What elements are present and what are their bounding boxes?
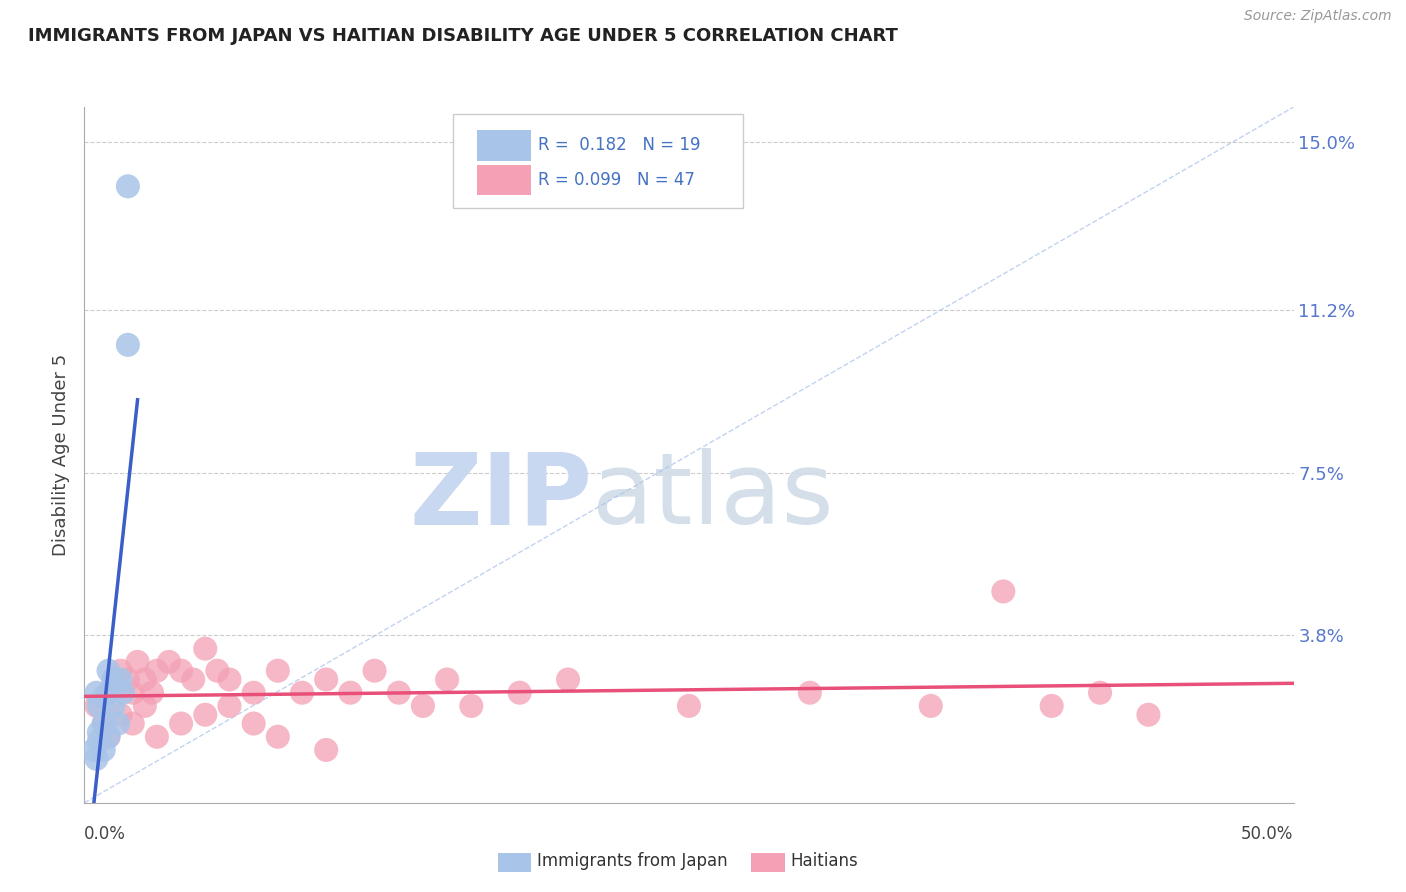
Point [86,752,108,766]
Point [103,698,125,713]
Text: atlas: atlas [592,448,834,545]
Point [117,338,139,352]
Point [93,716,115,731]
Point [107,716,129,731]
Point [86,698,108,713]
Text: Haitians: Haitians [790,852,858,870]
Point [134,698,156,713]
FancyBboxPatch shape [478,130,530,161]
Text: Source: ZipAtlas.com: Source: ZipAtlas.com [1244,9,1392,23]
Point [242,716,264,731]
Point [93,690,115,705]
Point [117,179,139,194]
Point [117,673,139,687]
Point [146,730,169,744]
Point [207,664,229,678]
FancyBboxPatch shape [478,165,530,195]
Point [291,686,314,700]
Point [97,686,120,700]
Point [388,686,411,700]
Point [436,673,458,687]
Point [141,686,163,700]
Point [339,686,361,700]
Point [103,673,125,687]
Point [93,743,115,757]
Point [112,686,135,700]
Text: IMMIGRANTS FROM JAPAN VS HAITIAN DISABILITY AGE UNDER 5 CORRELATION CHART: IMMIGRANTS FROM JAPAN VS HAITIAN DISABIL… [28,27,898,45]
Point [267,664,290,678]
Point [127,655,149,669]
Point [509,686,531,700]
Point [218,673,240,687]
Point [110,664,132,678]
Point [97,730,120,744]
Point [799,686,821,700]
Point [460,698,482,713]
Point [557,673,579,687]
Point [121,716,143,731]
Point [993,584,1015,599]
Y-axis label: Disability Age Under 5: Disability Age Under 5 [52,354,70,556]
Point [170,664,193,678]
Point [170,716,193,731]
Point [412,698,434,713]
Point [242,686,264,700]
Text: 50.0%: 50.0% [1241,825,1294,843]
Point [315,673,337,687]
Point [83,743,105,757]
Point [86,686,108,700]
Text: ZIP: ZIP [409,448,592,545]
Point [678,698,700,713]
Point [97,686,120,700]
Point [87,734,110,748]
FancyBboxPatch shape [453,114,744,208]
Text: 0.0%: 0.0% [84,825,127,843]
Point [181,673,204,687]
Point [157,655,180,669]
Point [110,673,132,687]
Text: R = 0.099   N = 47: R = 0.099 N = 47 [538,171,695,189]
Point [121,686,143,700]
Point [1137,707,1160,722]
Point [218,698,240,713]
Point [267,730,290,744]
Point [97,730,120,744]
Point [110,707,132,722]
Point [87,725,110,739]
Text: Immigrants from Japan: Immigrants from Japan [537,852,728,870]
Point [103,673,125,687]
Point [194,707,217,722]
Point [363,664,385,678]
Point [315,743,337,757]
Text: R =  0.182   N = 19: R = 0.182 N = 19 [538,136,700,154]
Point [93,716,115,731]
Point [146,664,169,678]
Point [1040,698,1063,713]
Point [97,664,120,678]
Point [87,698,110,713]
Point [134,673,156,687]
Point [194,641,217,656]
Point [920,698,942,713]
Point [1088,686,1111,700]
